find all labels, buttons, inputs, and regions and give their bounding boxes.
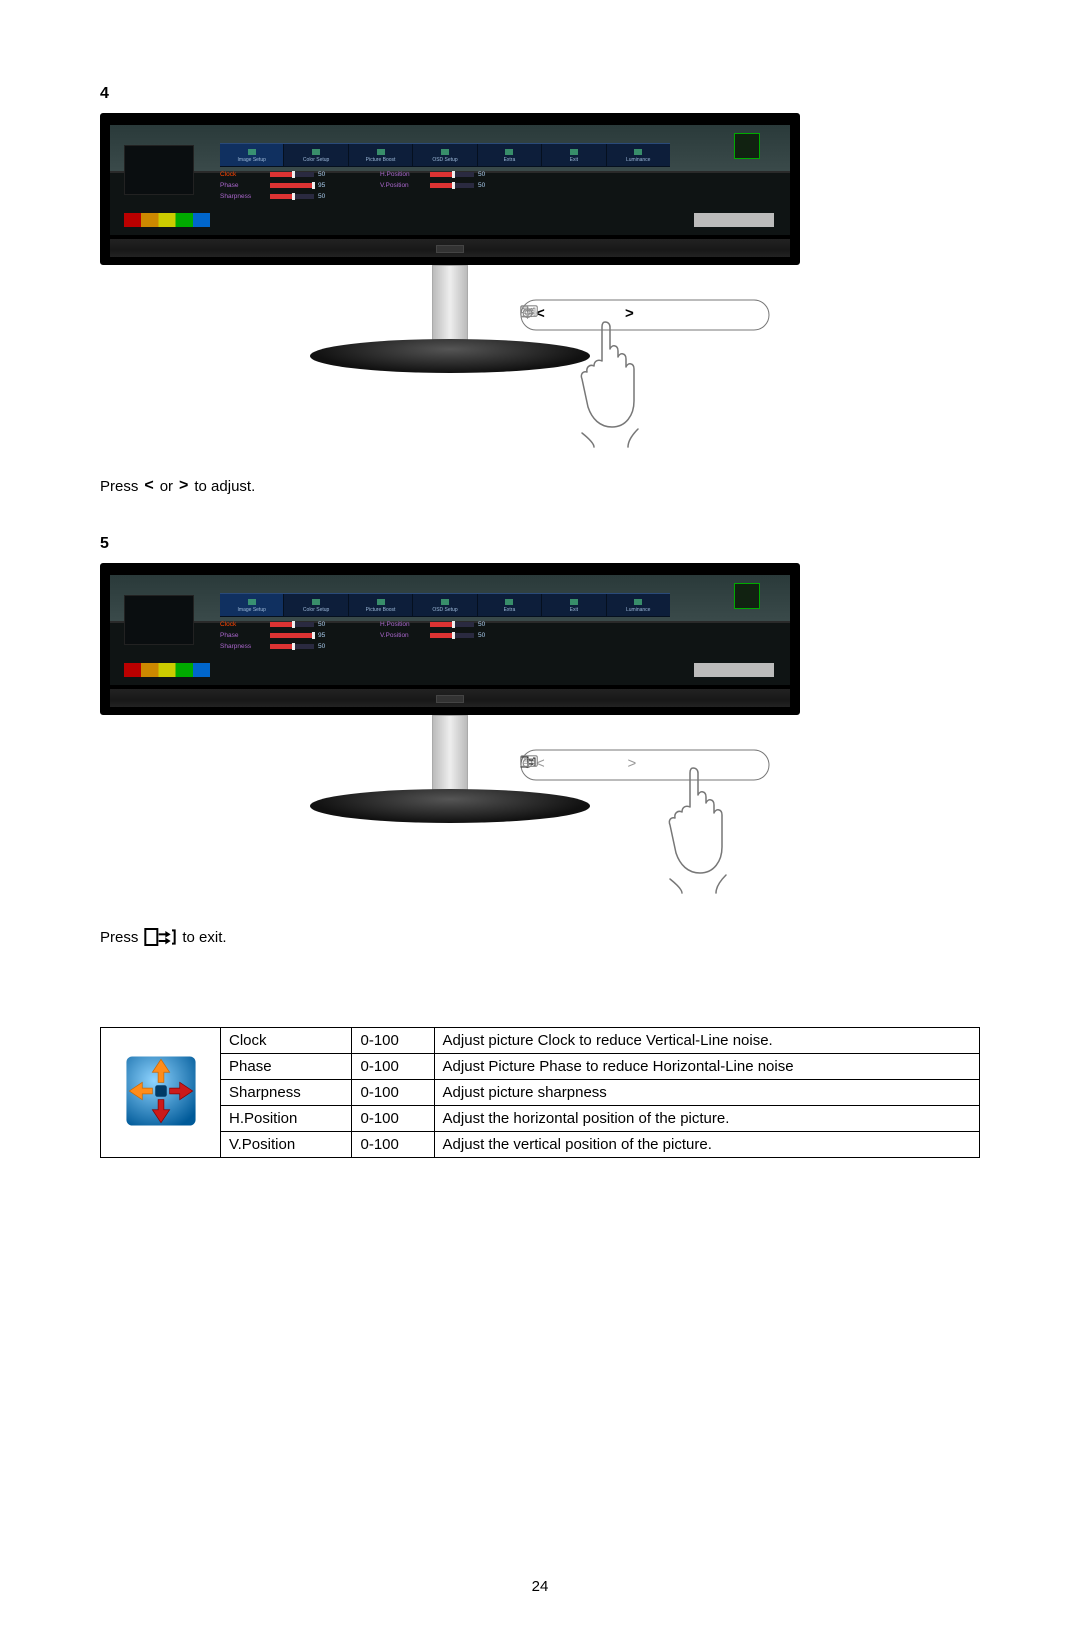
step-5-caption: Press to exit. — [100, 927, 980, 947]
setting-name: Clock — [221, 1028, 352, 1054]
osd-setting-row: V.Position50 — [380, 180, 540, 191]
osd-settings: Clock50H.Position50Phase95V.Position50Sh… — [220, 619, 540, 652]
setting-name: V.Position — [221, 1132, 352, 1158]
image-setup-icon-cell — [101, 1028, 221, 1158]
step-4-figure: Image SetupColor SetupPicture BoostOSD S… — [100, 113, 800, 465]
less-than-icon: < — [144, 477, 153, 495]
osd-tab-bar: Image SetupColor SetupPicture BoostOSD S… — [220, 593, 670, 617]
setting-range: 0-100 — [352, 1106, 434, 1132]
osd-tab: Exit — [542, 144, 606, 166]
monitor-bezel: Image SetupColor SetupPicture BoostOSD S… — [100, 113, 800, 265]
osd-tab: Color Setup — [284, 594, 348, 616]
step-4: 4 Image SetupColor SetupPicture BoostOSD… — [100, 85, 980, 495]
monitor-chin — [110, 239, 790, 257]
setting-range: 0-100 — [352, 1132, 434, 1158]
monitor-bezel: Image SetupColor SetupPicture BoostOSD S… — [100, 563, 800, 715]
osd-tab: Picture Boost — [349, 144, 413, 166]
setting-name: Phase — [221, 1054, 352, 1080]
step-5: 5 Image SetupColor SetupPicture BoostOSD… — [100, 535, 980, 947]
right-arrow-icon: > — [627, 755, 636, 772]
osd-setting-row: Phase95 — [220, 180, 380, 191]
osd-setting-row: Sharpness50 — [220, 191, 380, 202]
setting-name: Sharpness — [221, 1080, 352, 1106]
osd-tab: OSD Setup — [413, 594, 477, 616]
osd-tab: OSD Setup — [413, 144, 477, 166]
greater-than-icon: > — [179, 477, 188, 495]
monitor-chin — [110, 689, 790, 707]
osd-setting-row: H.Position50 — [380, 619, 540, 630]
setting-desc: Adjust the vertical position of the pict… — [434, 1132, 979, 1158]
setting-desc: Adjust Picture Phase to reduce Horizonta… — [434, 1054, 979, 1080]
osd-tab: Extra — [478, 144, 542, 166]
exit-icon — [144, 927, 176, 947]
osd-tab: Image Setup — [220, 594, 284, 616]
setting-name: H.Position — [221, 1106, 352, 1132]
setting-desc: Adjust picture sharpness — [434, 1080, 979, 1106]
setting-range: 0-100 — [352, 1080, 434, 1106]
setting-range: 0-100 — [352, 1054, 434, 1080]
osd-setting-row: H.Position50 — [380, 169, 540, 180]
osd-setting-row: V.Position50 — [380, 630, 540, 641]
move-arrows-icon — [125, 1114, 197, 1131]
monitor-screen: Image SetupColor SetupPicture BoostOSD S… — [110, 125, 790, 235]
step-4-caption: Press < or > to adjust. — [100, 477, 980, 495]
osd-tab: Color Setup — [284, 144, 348, 166]
monitor-base — [310, 789, 590, 823]
osd-tab: Picture Boost — [349, 594, 413, 616]
osd-tab: Luminance — [607, 144, 670, 166]
osd-settings: Clock50H.Position50Phase95V.Position50Sh… — [220, 169, 540, 202]
step-4-number: 4 — [100, 85, 980, 103]
step-5-figure: Image SetupColor SetupPicture BoostOSD S… — [100, 563, 800, 915]
osd-setting-row: Clock50 — [220, 619, 380, 630]
osd-setting-row: Sharpness50 — [220, 641, 380, 652]
page-number: 24 — [100, 1578, 980, 1595]
monitor-screen: Image SetupColor SetupPicture BoostOSD S… — [110, 575, 790, 685]
hand-pointer — [658, 765, 738, 900]
osd-tab-bar: Image SetupColor SetupPicture BoostOSD S… — [220, 143, 670, 167]
setting-desc: Adjust the horizontal position of the pi… — [434, 1106, 979, 1132]
osd-tab: Extra — [478, 594, 542, 616]
osd-tab: Exit — [542, 594, 606, 616]
osd-setting-row: Phase95 — [220, 630, 380, 641]
osd-tab: Image Setup — [220, 144, 284, 166]
monitor-base — [310, 339, 590, 373]
osd-setting-row: Clock50 — [220, 169, 380, 180]
osd-tab: Luminance — [607, 594, 670, 616]
hand-pointer — [570, 319, 650, 454]
image-setup-settings-table: Clock 0-100 Adjust picture Clock to redu… — [100, 1027, 980, 1158]
setting-desc: Adjust picture Clock to reduce Vertical-… — [434, 1028, 979, 1054]
step-5-number: 5 — [100, 535, 980, 553]
setting-range: 0-100 — [352, 1028, 434, 1054]
